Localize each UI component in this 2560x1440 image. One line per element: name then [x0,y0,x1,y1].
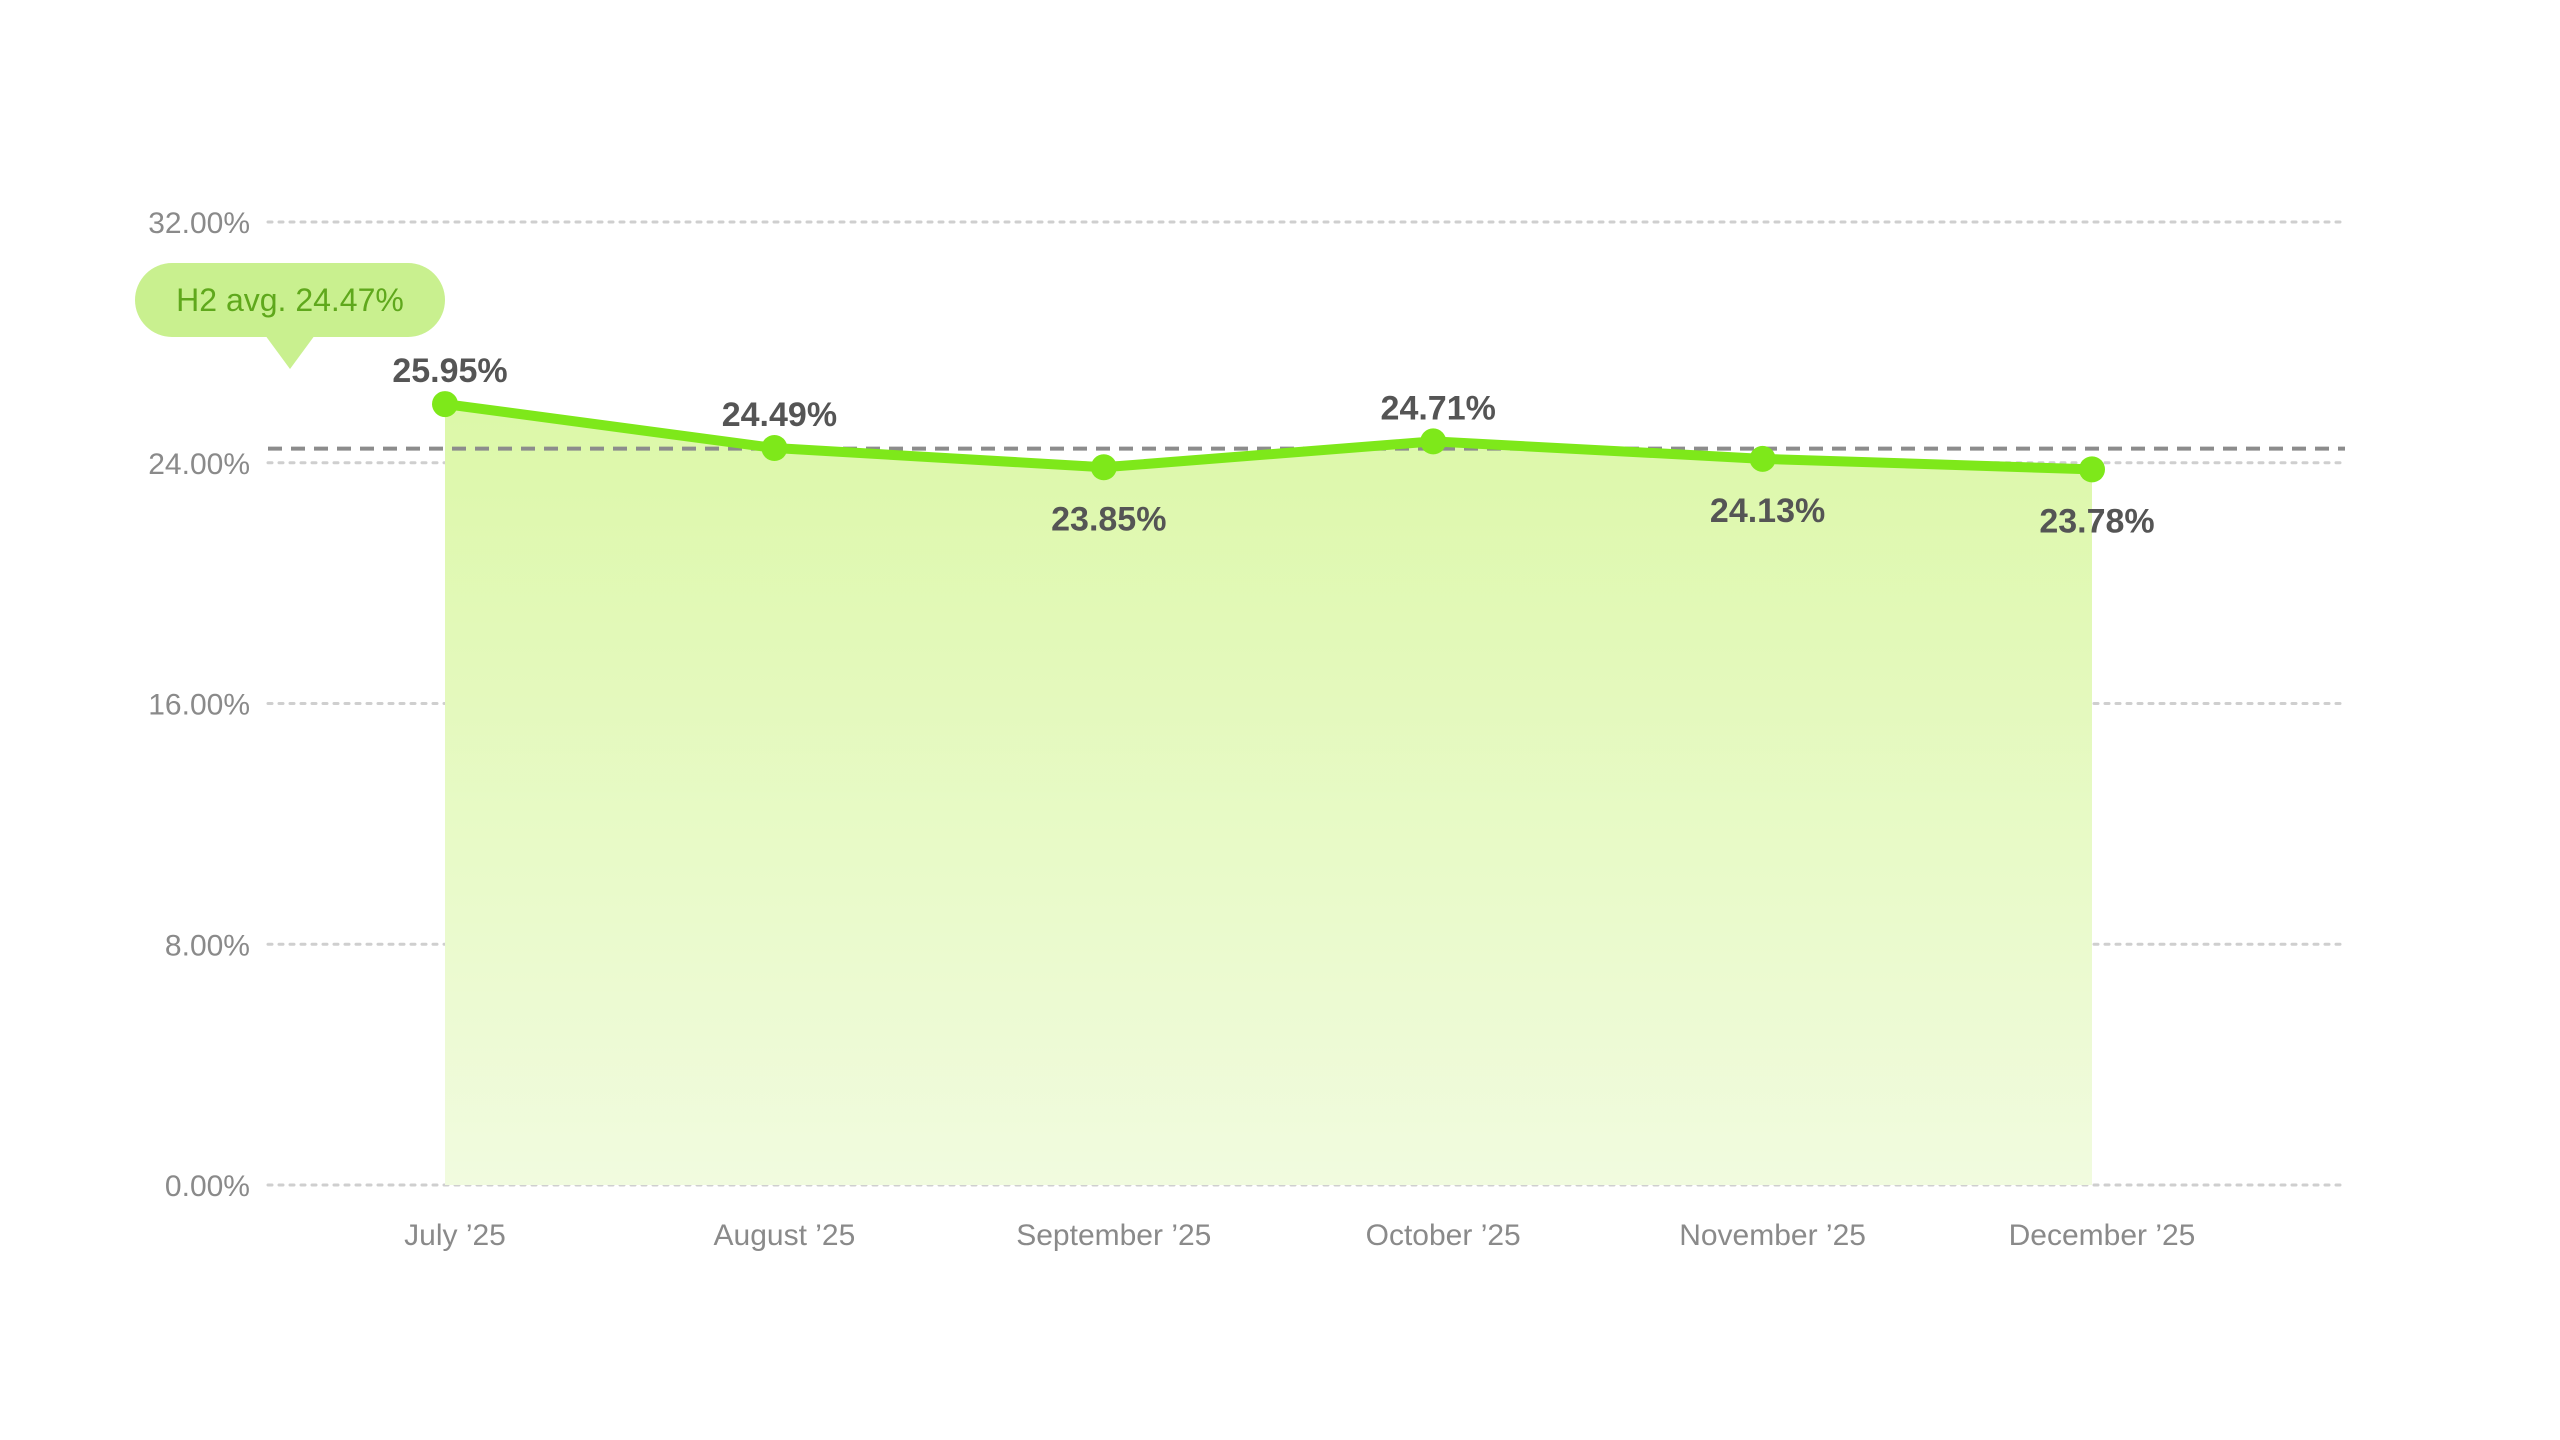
y-axis-ticks: 0.00% 8.00% 16.00% 24.00% 32.00% [148,207,250,1203]
y-tick-label: 16.00% [148,689,250,722]
data-point [761,435,788,462]
data-labels-layer: 25.95% 24.49% 23.85% 24.71% 24.13% 23.78% [392,352,2154,540]
data-point [2079,456,2105,483]
data-label: 24.49% [722,396,837,434]
data-point [1420,428,1447,455]
area-fill-layer [445,404,2092,1185]
data-label: 25.95% [392,352,507,390]
average-badge: H2 avg. 24.47% [135,263,445,369]
average-badge-bubble [135,263,445,337]
data-points-layer [432,391,2105,483]
y-tick-label: 0.00% [165,1170,250,1203]
x-tick-label: October ’25 [1366,1219,1521,1252]
y-tick-label: 8.00% [165,929,250,962]
data-point [1090,454,1117,481]
data-point [1749,445,1776,472]
average-badge-label: H2 avg. 24.47% [176,282,404,318]
x-tick-label: August ’25 [714,1219,856,1252]
data-label: 23.78% [2039,502,2154,540]
x-tick-label: September ’25 [1016,1219,1211,1252]
data-label: 24.71% [1381,389,1496,427]
y-tick-label: 32.00% [148,207,250,240]
area-fill [445,404,2092,1185]
series-line-layer [440,399,2097,475]
x-tick-label: July ’25 [404,1219,506,1252]
series-line [440,399,2097,475]
x-tick-label: December ’25 [2009,1219,2196,1252]
data-label: 24.13% [1710,492,1825,530]
x-tick-label: November ’25 [1679,1219,1866,1252]
average-badge-pointer [265,335,315,369]
data-label: 23.85% [1051,500,1166,538]
x-axis-ticks: July ’25 August ’25 September ’25 October ’… [404,1219,2195,1252]
data-point [432,391,458,418]
y-tick-label: 24.00% [148,448,250,481]
